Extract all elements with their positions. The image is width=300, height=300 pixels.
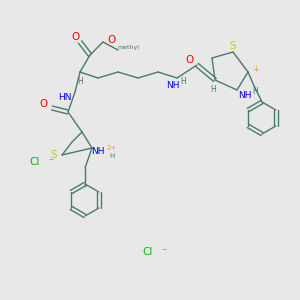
Text: ⁻: ⁻ [159,247,167,257]
Text: H: H [77,77,83,86]
Text: S: S [51,150,57,160]
Text: H: H [252,86,258,95]
Text: NH: NH [166,82,180,91]
Text: methyl: methyl [117,46,139,50]
Text: NH: NH [238,91,252,100]
Text: ⁻: ⁻ [46,157,54,167]
Text: H: H [110,153,115,159]
Text: O: O [107,35,115,45]
Text: Cl: Cl [30,157,40,167]
Text: 2+: 2+ [107,145,117,151]
Text: +: + [253,64,260,74]
Text: HN: HN [58,92,72,101]
Text: H: H [180,77,186,86]
Text: H: H [210,85,216,94]
Text: O: O [40,99,48,109]
Text: O: O [71,32,79,42]
Text: NH: NH [91,148,105,157]
Text: O: O [185,55,193,65]
Text: Cl: Cl [143,247,153,257]
Text: S: S [230,41,236,51]
